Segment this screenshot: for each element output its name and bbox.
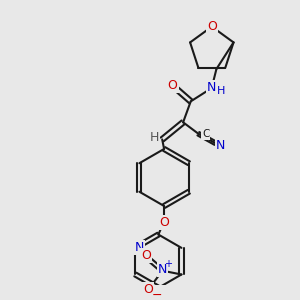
Text: C: C	[202, 129, 210, 139]
Text: O: O	[168, 79, 178, 92]
Text: H: H	[150, 131, 159, 144]
Text: +: +	[164, 259, 172, 269]
Text: N: N	[215, 139, 225, 152]
Text: H: H	[217, 86, 225, 96]
Text: O: O	[159, 216, 169, 229]
Text: O: O	[141, 249, 151, 262]
Text: N: N	[207, 81, 216, 94]
Text: −: −	[152, 289, 162, 300]
Text: O: O	[207, 20, 217, 33]
Text: N: N	[134, 242, 144, 254]
Text: N: N	[158, 263, 167, 276]
Text: O: O	[143, 283, 153, 296]
